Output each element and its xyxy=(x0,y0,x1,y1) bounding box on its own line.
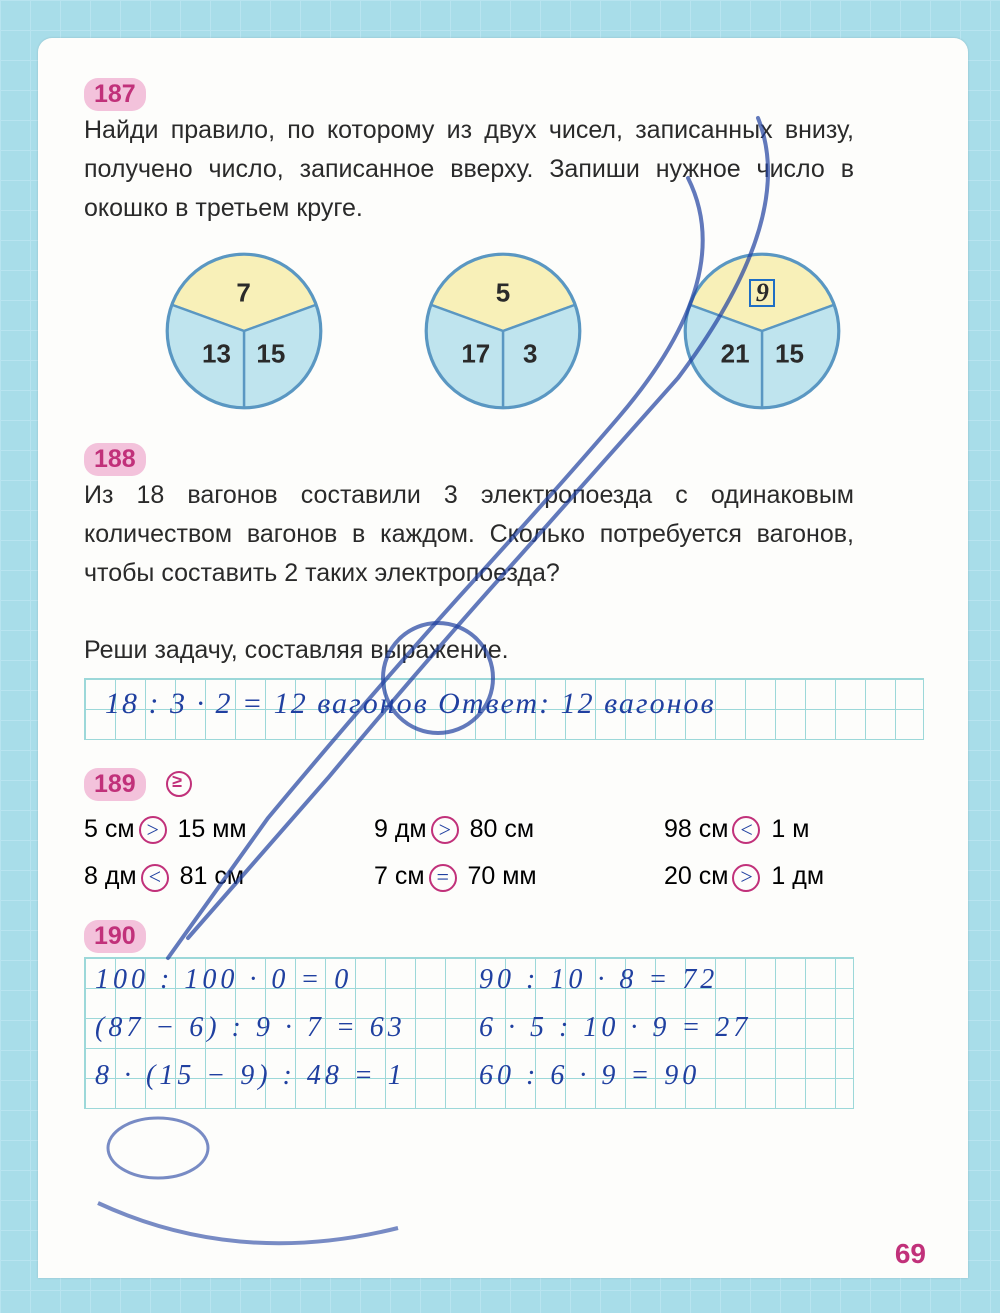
expr-answer: 27 xyxy=(715,1012,751,1043)
compare-right: 15 мм xyxy=(171,815,247,843)
expr-answer: 1 xyxy=(388,1060,406,1091)
problem-number-badge: 188 xyxy=(84,443,146,476)
circle-value: 5 xyxy=(496,277,510,308)
math-cell-left: 100 : 100 · 0 = 0 xyxy=(85,964,469,996)
problem-text: Найди правило, по которому из двух чисел… xyxy=(84,111,854,227)
compare-sign: < xyxy=(147,864,162,890)
expr-answer: 0 xyxy=(334,964,352,995)
expr: 60 : 6 · 9 = xyxy=(479,1060,653,1091)
expr: 6 · 5 : 10 · 9 = xyxy=(479,1012,704,1043)
problem-number-badge: 190 xyxy=(84,920,146,953)
compare-left: 8 дм xyxy=(84,862,137,890)
comparison-row: 5 см > 15 мм 9 дм > 80 см 98 см < 1 м xyxy=(84,815,922,844)
compare-left: 20 см xyxy=(664,862,728,890)
problem-190: 190 100 : 100 · 0 = 090 : 10 · 8 = 72(87… xyxy=(84,920,922,1109)
expr: 8 · (15 − 9) : 48 = xyxy=(95,1060,377,1091)
problem-text-main: Из 18 вагонов составили 3 электропоезда … xyxy=(84,481,854,587)
comparison-cell: 9 дм > 80 см xyxy=(374,815,604,844)
comparison-cell: 20 см > 1 дм xyxy=(664,862,894,891)
expr-answer: 63 xyxy=(370,1012,406,1043)
expr: 100 : 100 · 0 = xyxy=(95,964,323,995)
math-cell-left: (87 − 6) : 9 · 7 = 63 xyxy=(85,1012,469,1044)
math-cell-left: 8 · (15 − 9) : 48 = 1 xyxy=(85,1060,469,1092)
expr: 90 : 10 · 8 = xyxy=(479,964,671,995)
circle-value: 21 xyxy=(721,338,750,369)
number-circle: 517 3 xyxy=(423,251,583,411)
compare-left: 7 см xyxy=(374,862,425,890)
compare-right: 1 дм xyxy=(764,862,824,890)
math-row: 100 : 100 · 0 = 090 : 10 · 8 = 72 xyxy=(85,964,853,996)
comparison-cell: 8 дм < 81 см xyxy=(84,862,314,891)
compare-sign-circle: > xyxy=(732,864,760,892)
problem-subtext: Реши задачу, составляя выражение. xyxy=(84,636,509,664)
problem-188: 188 Из 18 вагонов составили 3 электропое… xyxy=(84,443,922,740)
compare-sign-circle: = xyxy=(429,864,457,892)
compare-sign: = xyxy=(435,864,450,890)
compare-right: 1 м xyxy=(764,815,809,843)
compare-sign: > xyxy=(739,864,754,890)
expr-answer: 90 xyxy=(664,1060,700,1091)
compare-sign: > xyxy=(145,817,160,843)
workbook-page: 187 Найди правило, по которому из двух ч… xyxy=(38,38,968,1278)
problem-187: 187 Найди правило, по которому из двух ч… xyxy=(84,78,922,411)
page-number: 69 xyxy=(895,1238,926,1270)
compare-left: 5 см xyxy=(84,815,135,843)
problem-text: Из 18 вагонов составили 3 электропоезда … xyxy=(84,476,854,670)
problem-189: 189 5 см > 15 мм 9 дм > 80 см 98 см < 1 м 8 дм… xyxy=(84,768,922,892)
circle-value: 15 xyxy=(256,338,285,369)
comparison-rows: 5 см > 15 мм 9 дм > 80 см 98 см < 1 м 8 дм < 81… xyxy=(84,815,922,892)
math-cell-right: 90 : 10 · 8 = 72 xyxy=(469,964,853,996)
math-grid: 100 : 100 · 0 = 090 : 10 · 8 = 72(87 − 6… xyxy=(84,957,854,1109)
compare-sign-circle: < xyxy=(732,816,760,844)
answer-box xyxy=(749,279,775,307)
expr: (87 − 6) : 9 · 7 = xyxy=(95,1012,359,1043)
number-circle: 713 15 xyxy=(164,251,324,411)
problem-number-badge: 189 xyxy=(84,768,146,801)
compare-sign: > xyxy=(437,817,452,843)
circle-value: 17 xyxy=(461,338,490,369)
compare-right: 70 мм xyxy=(461,862,537,890)
problem-number-badge: 187 xyxy=(84,78,146,111)
math-cell-right: 6 · 5 : 10 · 9 = 27 xyxy=(469,1012,853,1044)
circle-value: 7 xyxy=(236,277,250,308)
compare-right: 80 см xyxy=(463,815,534,843)
comparison-cell: 5 см > 15 мм xyxy=(84,815,314,844)
compare-sign-circle: > xyxy=(139,816,167,844)
answer-grid: 18 : 3 · 2 = 12 вагонов Ответ: 12 вагоно… xyxy=(84,678,924,740)
compare-sign-circle: > xyxy=(431,816,459,844)
circle-value: 15 xyxy=(775,338,804,369)
compare-sign-circle: < xyxy=(141,864,169,892)
compare-icon xyxy=(166,771,192,797)
expr-answer: 72 xyxy=(682,964,718,995)
comparison-cell: 98 см < 1 м xyxy=(664,815,894,844)
circle-value: 3 xyxy=(523,338,537,369)
compare-right: 81 см xyxy=(173,862,244,890)
math-cell-right: 60 : 6 · 9 = 90 xyxy=(469,1060,853,1092)
circle-value: 13 xyxy=(202,338,231,369)
compare-left: 9 дм xyxy=(374,815,427,843)
math-row: 8 · (15 − 9) : 48 = 160 : 6 · 9 = 90 xyxy=(85,1060,853,1092)
comparison-row: 8 дм < 81 см 7 см = 70 мм 20 см > 1 дм xyxy=(84,862,922,891)
math-row: (87 − 6) : 9 · 7 = 636 · 5 : 10 · 9 = 27 xyxy=(85,1012,853,1044)
compare-left: 98 см xyxy=(664,815,728,843)
number-circle: 92115 xyxy=(682,251,842,411)
comparison-cell: 7 см = 70 мм xyxy=(374,862,604,891)
circles-row: 71315517392115 xyxy=(84,251,922,411)
handwritten-answer: 18 : 3 · 2 = 12 вагонов Ответ: 12 вагоно… xyxy=(105,687,716,721)
compare-sign: < xyxy=(739,817,754,843)
